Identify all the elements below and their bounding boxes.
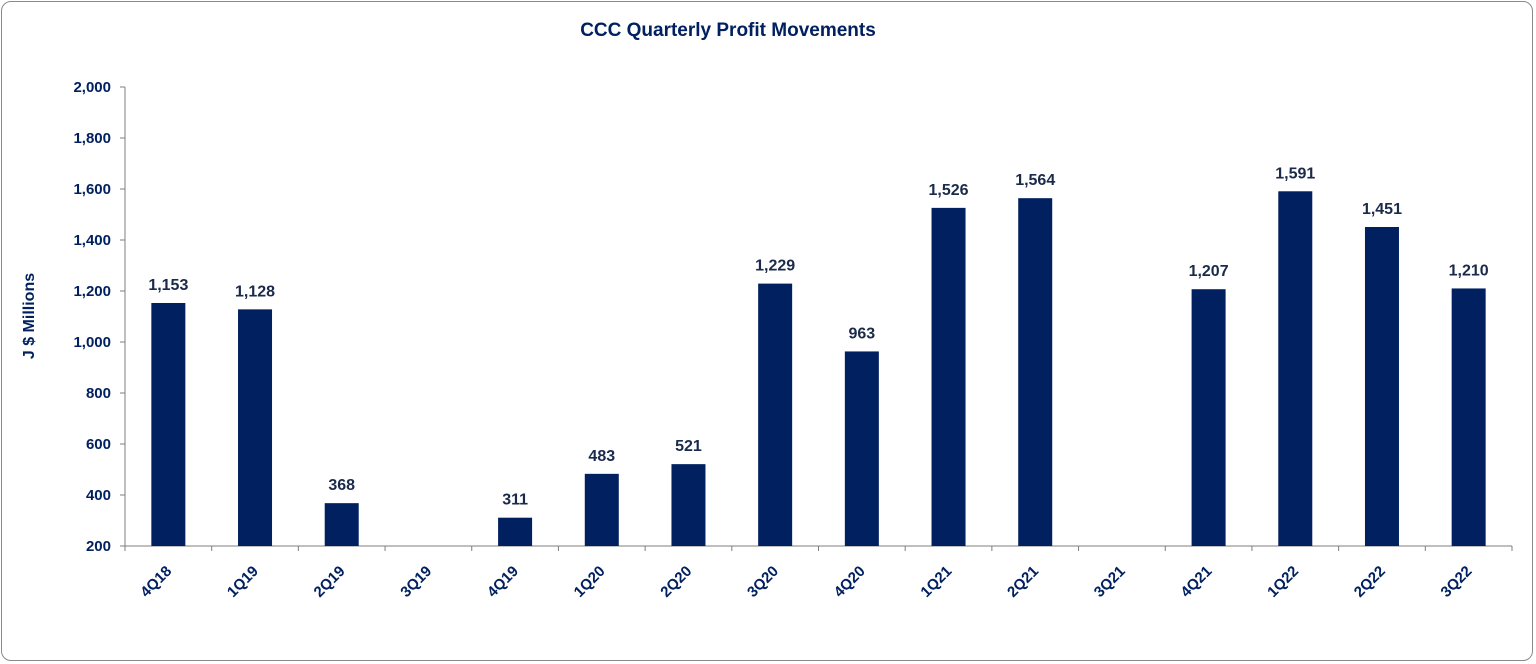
x-axis: 4Q18 1Q19 2Q19 3Q19 4Q19 1Q20 2Q20 3Q20 4Q20 1Q21… — [124, 545, 1513, 601]
x-tick-label: 3Q20 — [744, 563, 782, 601]
data-label: 1,564 — [1015, 172, 1055, 189]
x-tick-label: 2Q21 — [1004, 563, 1042, 601]
x-tick-label: 1Q20 — [571, 563, 609, 601]
x-tick-label: 4Q19 — [484, 563, 522, 601]
y-tick-label: 1,200 — [73, 283, 111, 300]
bar — [844, 351, 879, 546]
bar — [1191, 289, 1226, 546]
x-tick-label: 2Q22 — [1351, 563, 1389, 601]
y-tick-label: 1,600 — [73, 181, 111, 198]
y-tick-label: 400 — [86, 487, 111, 504]
bar — [671, 464, 706, 546]
bar — [238, 309, 273, 546]
data-label: 1,128 — [235, 283, 275, 300]
bar — [151, 302, 186, 546]
bars — [151, 191, 1486, 547]
data-label: 963 — [848, 325, 875, 342]
data-label: 1,591 — [1275, 165, 1315, 182]
y-axis: 2,000 1,800 1,600 1,400 1,200 1,000 800 600 400 2… — [73, 79, 126, 555]
data-label: 311 — [502, 492, 528, 509]
x-tick-label: 1Q22 — [1264, 563, 1302, 601]
chart-title: CCC Quarterly Profit Movements — [580, 20, 876, 41]
data-label: 1,210 — [1449, 262, 1489, 279]
bar — [758, 283, 793, 546]
y-tick-label: 1,800 — [73, 130, 111, 147]
x-tick-label: 1Q19 — [224, 563, 262, 601]
x-tick-label: 4Q18 — [137, 563, 175, 601]
data-label: 1,207 — [1189, 263, 1229, 280]
bar — [584, 473, 619, 546]
y-tick-label: 200 — [86, 538, 111, 555]
y-tick-label: 600 — [86, 436, 111, 453]
y-tick-label: 800 — [86, 385, 111, 402]
x-tick-label: 2Q19 — [311, 563, 349, 601]
y-tick-label: 2,000 — [73, 79, 111, 96]
x-tick-label: 3Q19 — [397, 563, 435, 601]
data-labels: 1,153 1,128 368 311 483 521 1,229 963 1,526 1,564… — [148, 165, 1488, 508]
data-label: 1,229 — [755, 258, 795, 275]
x-tick-label: 4Q21 — [1177, 563, 1215, 601]
data-label: 1,526 — [929, 182, 969, 199]
bar — [1451, 288, 1486, 546]
bar — [931, 207, 966, 546]
x-tick-label: 3Q21 — [1091, 563, 1129, 601]
y-tick-label: 1,000 — [73, 334, 111, 351]
x-tick-label: 2Q20 — [657, 563, 695, 601]
data-label: 483 — [588, 448, 615, 465]
bar — [498, 517, 533, 546]
bar — [1018, 198, 1053, 546]
data-label: 1,451 — [1362, 201, 1402, 218]
bar — [324, 503, 359, 546]
x-tick-label: 1Q21 — [917, 563, 955, 601]
data-label: 368 — [328, 477, 355, 494]
bar — [1278, 191, 1313, 547]
bar — [1364, 226, 1399, 546]
data-label: 521 — [675, 438, 702, 455]
x-tick-label: 3Q22 — [1438, 563, 1476, 601]
y-tick-label: 1,400 — [73, 232, 111, 249]
data-label: 1,153 — [148, 277, 188, 294]
x-tick-label: 4Q20 — [831, 563, 869, 601]
